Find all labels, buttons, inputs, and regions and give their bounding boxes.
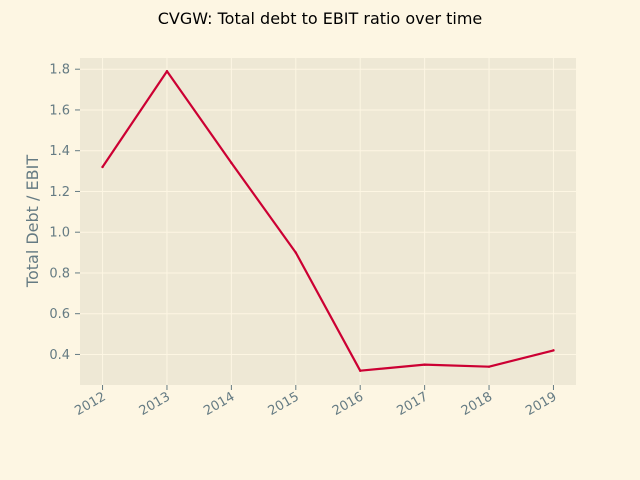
y-tick-label: 1.2 [49,185,70,200]
data-point [230,161,233,165]
data-point [487,365,491,368]
y-tick-label: 0.4 [49,348,70,363]
series-line [101,70,555,372]
data-point [359,369,362,372]
x-tick-label: 2018 [459,389,495,419]
data-point [552,349,555,352]
y-tick-label: 0.8 [49,266,70,281]
x-tick-label: 2019 [523,389,559,419]
y-tick-label: 1.6 [49,103,70,118]
series-layer [101,70,555,372]
x-tick-label: 2016 [330,389,366,419]
y-tick-label: 1.0 [49,226,70,241]
grid-lines [80,58,576,385]
data-point [101,165,104,169]
y-tick-label: 1.8 [49,63,70,78]
y-axis-label: Total Debt / EBIT [23,155,42,288]
x-tick-label: 2014 [201,389,237,419]
x-tick-label: 2015 [266,389,302,419]
x-tick-label: 2013 [137,389,173,419]
x-axis-ticks: 2012 2013 2014 2015 2016 2017 2018 2019 [72,385,559,419]
chart-title: CVGW: Total debt to EBIT ratio over time [158,9,483,28]
y-tick-label: 1.4 [49,144,70,159]
y-tick-label: 0.6 [49,307,70,322]
x-tick-label: 2012 [72,389,108,419]
x-tick-label: 2017 [394,389,430,419]
data-point [165,70,169,73]
data-point [294,251,297,254]
data-point [423,363,426,366]
y-axis-ticks: 0.4 0.6 0.8 1.0 1.2 1.4 1.6 1.8 [49,63,80,363]
plot-area [80,58,576,385]
